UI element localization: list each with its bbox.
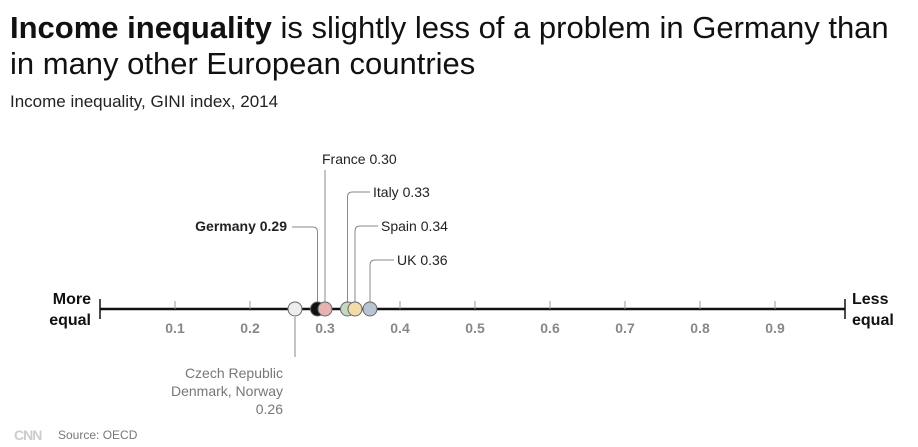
data-point (362, 301, 378, 317)
title-rest: is slightly less of a problem in Germany… (10, 10, 889, 81)
right-label: Less (852, 291, 889, 308)
chart-title: Income inequality is slightly less of a … (10, 10, 918, 82)
tick-label: 0.7 (615, 320, 635, 336)
chart-subtitle: Income inequality, GINI index, 2014 (10, 92, 279, 111)
title-bold: Income inequality (10, 10, 272, 45)
point-label: Italy 0.33 (373, 184, 430, 200)
leader-line (347, 191, 370, 309)
point-label: Czech Republic (185, 365, 283, 381)
source-note: Source: OECD (58, 428, 138, 442)
point-label: Denmark, Norway (171, 383, 283, 399)
data-point (317, 301, 333, 317)
data-point (347, 301, 363, 317)
tick-label: 0.8 (690, 320, 710, 336)
leader-line (292, 226, 318, 309)
tick-label: 0.4 (390, 320, 410, 336)
cnn-logo: CNN (14, 427, 42, 443)
point-label: 0.26 (256, 401, 283, 417)
point-label: UK 0.36 (397, 252, 448, 268)
tick-label: 0.6 (540, 320, 560, 336)
tick-label: 0.5 (465, 320, 485, 336)
tick-label: 0.1 (165, 320, 185, 336)
point-label: Spain 0.34 (381, 218, 448, 234)
tick-label: 0.9 (765, 320, 785, 336)
point-label: France 0.30 (322, 151, 397, 167)
leader-line (354, 225, 378, 309)
data-point (287, 301, 303, 317)
point-label: Germany 0.29 (195, 218, 287, 234)
left-label: More (53, 291, 91, 308)
leader-line (369, 259, 394, 309)
tick-label: 0.2 (240, 320, 260, 336)
tick-label: 0.3 (315, 320, 335, 336)
right-label: equal (852, 312, 894, 329)
left-label: equal (49, 312, 91, 329)
